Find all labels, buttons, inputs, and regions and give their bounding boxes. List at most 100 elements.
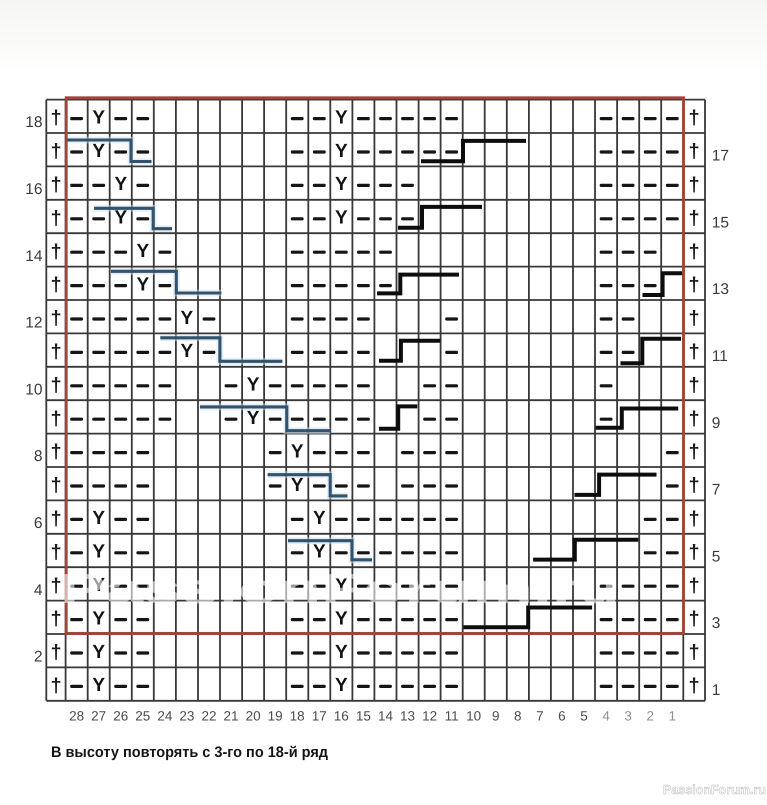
svg-text:5: 5 (580, 708, 588, 723)
svg-text:22: 22 (201, 708, 216, 723)
svg-text:23: 23 (179, 708, 194, 723)
svg-text:†: † (689, 341, 700, 363)
svg-text:†: † (50, 241, 61, 263)
svg-text:21: 21 (223, 708, 238, 723)
svg-text:PassionForum.ru: PassionForum.ru (60, 565, 620, 612)
svg-text:Y: Y (92, 642, 105, 663)
svg-text:11: 11 (445, 708, 459, 723)
svg-text:4: 4 (34, 582, 43, 599)
svg-text:Y: Y (335, 675, 348, 696)
svg-text:Y: Y (92, 575, 105, 596)
svg-text:Y: Y (335, 575, 348, 596)
svg-text:†: † (689, 642, 700, 664)
svg-text:†: † (689, 675, 700, 697)
svg-text:18: 18 (25, 114, 42, 131)
svg-text:4: 4 (602, 708, 610, 723)
svg-text:†: † (50, 575, 61, 597)
svg-text:11: 11 (712, 348, 728, 365)
svg-text:17: 17 (312, 708, 327, 723)
svg-text:†: † (50, 207, 61, 229)
svg-text:17: 17 (712, 148, 729, 165)
svg-text:†: † (689, 141, 700, 163)
svg-text:Y: Y (114, 208, 127, 229)
svg-text:PassionForum.ru: PassionForum.ru (663, 782, 766, 797)
svg-text:19: 19 (268, 708, 283, 723)
svg-text:18: 18 (290, 708, 305, 723)
svg-text:†: † (50, 608, 61, 630)
svg-text:8: 8 (34, 448, 43, 465)
svg-text:15: 15 (356, 708, 371, 723)
svg-text:†: † (689, 475, 700, 497)
svg-text:†: † (689, 408, 700, 430)
svg-text:Y: Y (335, 642, 348, 663)
svg-text:†: † (50, 475, 61, 497)
svg-text:†: † (50, 441, 61, 463)
svg-text:3: 3 (624, 708, 632, 723)
svg-text:Y: Y (181, 308, 194, 329)
svg-text:†: † (50, 141, 61, 163)
svg-text:Y: Y (92, 508, 105, 529)
svg-text:15: 15 (712, 214, 729, 231)
svg-text:Y: Y (92, 107, 105, 128)
svg-text:6: 6 (34, 515, 43, 532)
svg-text:Y: Y (291, 441, 304, 462)
svg-text:†: † (689, 274, 700, 296)
svg-text:14: 14 (378, 708, 394, 723)
svg-text:1: 1 (712, 682, 721, 699)
svg-text:13: 13 (400, 708, 415, 723)
svg-text:9: 9 (492, 708, 500, 723)
svg-text:Y: Y (335, 107, 348, 128)
svg-text:Y: Y (92, 141, 105, 162)
svg-text:9: 9 (712, 415, 721, 432)
svg-text:20: 20 (246, 708, 261, 723)
svg-text:†: † (689, 575, 700, 597)
svg-text:10: 10 (25, 381, 43, 398)
svg-text:†: † (689, 508, 700, 530)
svg-text:27: 27 (91, 708, 106, 723)
svg-text:†: † (689, 541, 700, 563)
svg-text:13: 13 (712, 281, 729, 298)
svg-text:25: 25 (135, 708, 150, 723)
svg-text:Y: Y (92, 608, 105, 629)
svg-text:†: † (689, 174, 700, 196)
svg-text:Y: Y (136, 241, 149, 262)
svg-text:†: † (50, 541, 61, 563)
svg-text:†: † (689, 374, 700, 396)
svg-text:†: † (689, 308, 700, 330)
svg-text:2: 2 (646, 708, 654, 723)
svg-text:†: † (50, 642, 61, 664)
svg-text:†: † (689, 441, 700, 463)
svg-text:28: 28 (69, 708, 84, 723)
svg-text:5: 5 (712, 548, 721, 565)
svg-text:Y: Y (291, 475, 304, 496)
svg-text:Y: Y (335, 174, 348, 195)
svg-text:Y: Y (335, 141, 348, 162)
svg-text:2: 2 (34, 649, 43, 666)
svg-text:7: 7 (712, 482, 721, 499)
svg-text:12: 12 (25, 315, 42, 332)
svg-text:†: † (50, 274, 61, 296)
svg-text:†: † (50, 508, 61, 530)
svg-text:Y: Y (313, 542, 326, 563)
svg-text:Y: Y (247, 408, 260, 429)
svg-text:†: † (50, 408, 61, 430)
svg-text:Y: Y (181, 341, 194, 362)
svg-text:†: † (50, 374, 61, 396)
svg-text:†: † (50, 107, 61, 129)
svg-text:Y: Y (335, 208, 348, 229)
svg-text:Y: Y (92, 542, 105, 563)
svg-text:Y: Y (313, 508, 326, 529)
svg-text:†: † (50, 174, 61, 196)
svg-text:24: 24 (157, 708, 173, 723)
svg-text:†: † (50, 341, 61, 363)
svg-text:†: † (50, 308, 61, 330)
svg-text:26: 26 (113, 708, 128, 723)
svg-text:Y: Y (335, 608, 348, 629)
svg-text:†: † (689, 207, 700, 229)
svg-text:1: 1 (668, 708, 676, 723)
svg-text:16: 16 (25, 181, 42, 198)
svg-text:Y: Y (247, 375, 260, 396)
svg-text:†: † (689, 107, 700, 129)
svg-text:†: † (689, 608, 700, 630)
svg-text:Y: Y (92, 675, 105, 696)
